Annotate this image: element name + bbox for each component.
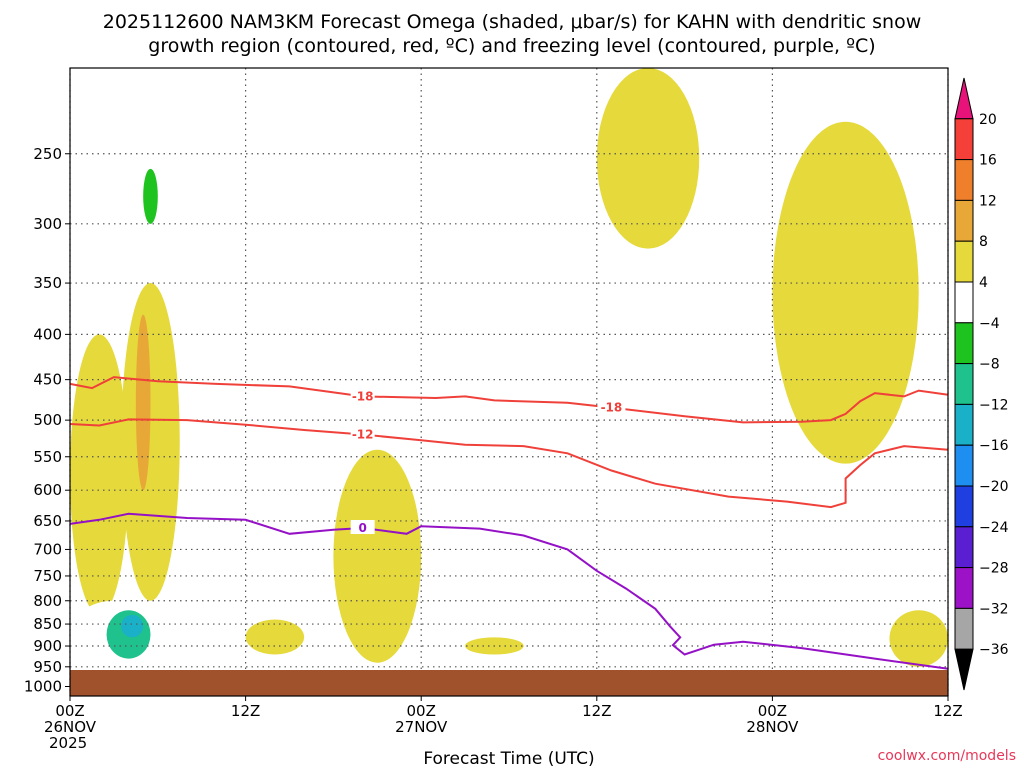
colorbar-bin [954, 567, 974, 609]
y-tick-label: 650 [33, 512, 62, 530]
y-tick-label: 950 [33, 658, 62, 676]
omega-region-9 [245, 619, 305, 655]
chart-title-line2: growth region (contoured, red, ºC) and f… [148, 35, 875, 57]
colorbar-bin [954, 526, 974, 569]
x-tick-label: 12Z [231, 702, 260, 720]
colorbar-label: −28 [979, 561, 1009, 577]
x-tick-label: 2025 [49, 734, 87, 752]
y-tick-label: 550 [33, 448, 62, 466]
colorbar-label: −4 [979, 316, 1000, 332]
x-tick-label: 27NOV [395, 718, 448, 736]
surface-terrain [70, 670, 948, 696]
contour-label: 0 [358, 521, 366, 535]
y-tick-label: 850 [33, 615, 62, 633]
contour--12 [69, 418, 949, 509]
y-tick-label: 1000 [24, 678, 62, 696]
omega-region-12 [538, 520, 597, 582]
omega-region-8 [121, 614, 144, 638]
omega-region-0 [70, 334, 129, 615]
colorbar-bin [954, 403, 974, 446]
colorbar-bin [954, 648, 974, 691]
colorbar-bin [954, 77, 974, 120]
y-tick-label: 350 [33, 274, 62, 292]
omega-region-16 [889, 610, 948, 667]
x-tick-label: 28NOV [746, 718, 799, 736]
colorbar-bin [954, 444, 974, 487]
plot-frame [69, 67, 949, 697]
plot-area: -18 -12 0 -18 250 300 350 400 450 500 550 600 650 70… [24, 67, 963, 752]
contour-label-bg [350, 388, 375, 403]
y-tick-label: 300 [33, 215, 62, 233]
colorbar-label: −24 [979, 520, 1009, 536]
omega-region-1 [121, 283, 180, 601]
colorbar-label: −8 [979, 357, 1000, 373]
omega-region-10 [333, 449, 422, 663]
y-tick-label: 500 [33, 411, 62, 429]
y-axis: 250 300 350 400 450 500 550 600 650 700 750 800 850 9… [24, 145, 70, 696]
colorbar-bin [954, 322, 974, 365]
colorbar-bin [954, 363, 974, 405]
colorbar-label: 4 [979, 275, 988, 291]
omega-region-15 [772, 121, 919, 464]
x-tick-label: 00Z [55, 702, 84, 720]
colorbar-bin [954, 118, 974, 161]
colorbar-label: 12 [979, 193, 997, 209]
chart-title-line1: 2025112600 NAM3KM Forecast Omega (shaded… [103, 11, 922, 33]
y-tick-label: 400 [33, 325, 62, 343]
omega-region-14 [596, 68, 700, 249]
x-tick-label: 12Z [933, 702, 962, 720]
omega-region-5 [84, 223, 100, 261]
credit-text: coolwx.com/models [878, 748, 1016, 764]
colorbar-label: −16 [979, 438, 1009, 454]
y-tick-label: 750 [33, 567, 62, 585]
y-tick-label: 250 [33, 145, 62, 163]
x-tick-label: 00Z [758, 702, 787, 720]
omega-region-4 [143, 168, 158, 224]
colorbar-label: −20 [979, 479, 1009, 495]
colorbar-label: −12 [979, 397, 1009, 413]
contour-label: -18 [352, 389, 374, 403]
omega-region-2 [135, 314, 151, 491]
colorbar-bin [954, 199, 974, 242]
y-tick-label: 600 [33, 481, 62, 499]
y-tick-label: 800 [33, 592, 62, 610]
contour-label-bg [350, 426, 375, 441]
colorbar-bin [954, 607, 974, 650]
x-axis-label: Forecast Time (UTC) [423, 749, 594, 768]
y-tick-label: 900 [33, 637, 62, 655]
x-tick-label: 26NOV [44, 718, 97, 736]
contour-label-bg [350, 519, 375, 534]
contour-0 [69, 512, 949, 670]
colorbar-label: 20 [979, 112, 997, 128]
contour-label: -12 [352, 427, 374, 441]
y-tick-label: 700 [33, 540, 62, 558]
colorbar-label: −32 [979, 601, 1009, 617]
colorbar-bin [954, 281, 974, 324]
colorbar-bin [954, 159, 974, 201]
colorbar-label: −36 [979, 642, 1009, 658]
omega-shading [70, 68, 948, 667]
colorbar-label: 16 [979, 153, 997, 169]
contour-label-bg [597, 399, 626, 414]
y-tick-label: 450 [33, 371, 62, 389]
colorbar-bin [954, 485, 974, 528]
x-tick-label: 12Z [582, 702, 611, 720]
colorbar-label: 8 [979, 234, 988, 250]
colorbar: 20 16 12 8 4 −4 −8 −12 −16 −20 −24 −28 −32 −36 [954, 77, 1009, 691]
contour--18 [69, 376, 949, 424]
contour-lines: -18 -12 0 -18 [69, 376, 949, 670]
contour-label: -18 [601, 401, 623, 415]
omega-region-13 [596, 538, 656, 587]
colorbar-bin [954, 240, 974, 283]
x-tick-label: 00Z [407, 702, 436, 720]
